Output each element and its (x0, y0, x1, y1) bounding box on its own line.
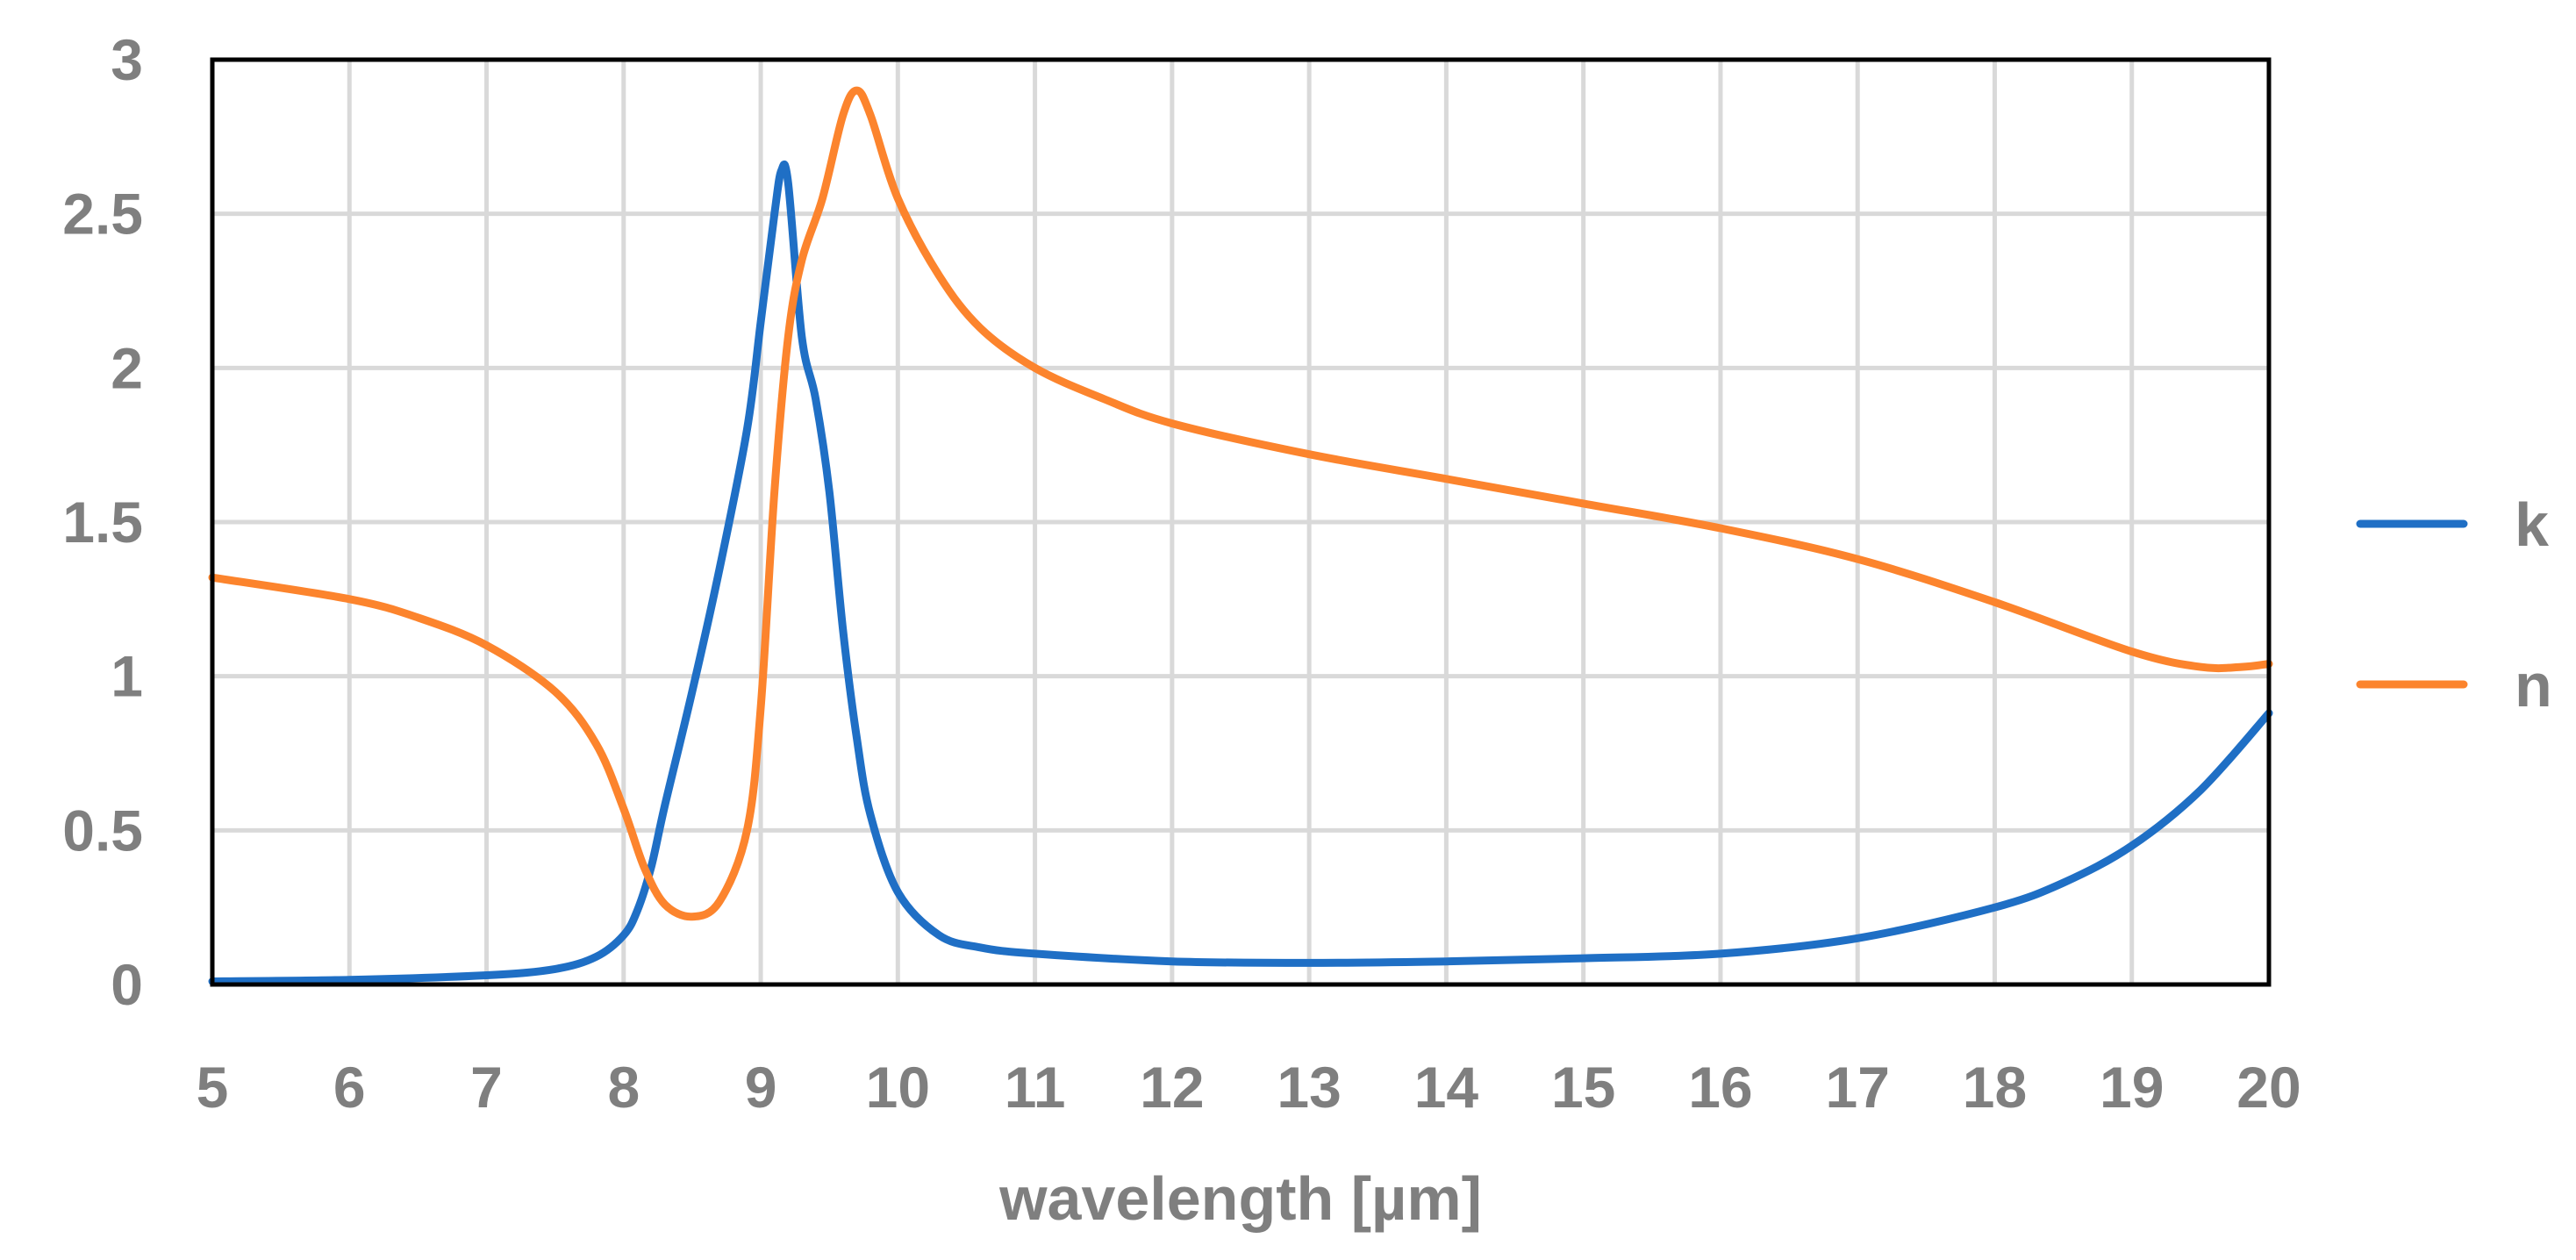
x-axis-title: wavelength [µm] (998, 1164, 1482, 1233)
x-tick-label-12: 12 (1140, 1055, 1204, 1120)
grid (210, 57, 2272, 987)
plot-area-frame (210, 57, 2272, 987)
y-tick-label-3: 3 (111, 27, 143, 92)
y-tick-label-0: 0 (111, 952, 143, 1017)
y-tick-labels: 0 0.5 1 1.5 2 2.5 3 (62, 27, 143, 1017)
x-tick-label-16: 16 (1688, 1055, 1752, 1120)
x-tick-label-5: 5 (197, 1055, 229, 1120)
x-tick-label-15: 15 (1551, 1055, 1615, 1120)
y-tick-label-1.5: 1.5 (62, 490, 143, 555)
legend-label-n: n (2515, 651, 2552, 719)
x-tick-label-17: 17 (1825, 1055, 1889, 1120)
series-line-k (208, 160, 2273, 985)
series-line-n (208, 86, 2273, 921)
x-tick-label-6: 6 (333, 1055, 366, 1120)
x-tick-label-18: 18 (1963, 1055, 2027, 1120)
x-tick-label-9: 9 (745, 1055, 777, 1120)
legend: kn (2356, 490, 2552, 719)
x-tick-label-11: 11 (1005, 1055, 1066, 1120)
y-tick-label-1: 1 (111, 644, 143, 709)
x-tick-label-20: 20 (2236, 1055, 2301, 1120)
x-tick-label-7: 7 (470, 1055, 503, 1120)
x-tick-label-10: 10 (866, 1055, 930, 1120)
legend-label-k: k (2515, 490, 2549, 559)
x-tick-label-13: 13 (1277, 1055, 1341, 1120)
y-tick-label-2.5: 2.5 (62, 182, 143, 247)
x-tick-label-14: 14 (1414, 1055, 1479, 1120)
x-tick-label-8: 8 (607, 1055, 640, 1120)
y-tick-label-2: 2 (111, 335, 143, 400)
y-tick-label-0.5: 0.5 (62, 798, 143, 863)
x-tick-label-19: 19 (2100, 1055, 2164, 1120)
x-tick-labels: 5 6 7 8 9 10 11 12 13 14 15 16 17 18 19 20 (197, 1055, 2301, 1120)
series-group (208, 86, 2273, 985)
